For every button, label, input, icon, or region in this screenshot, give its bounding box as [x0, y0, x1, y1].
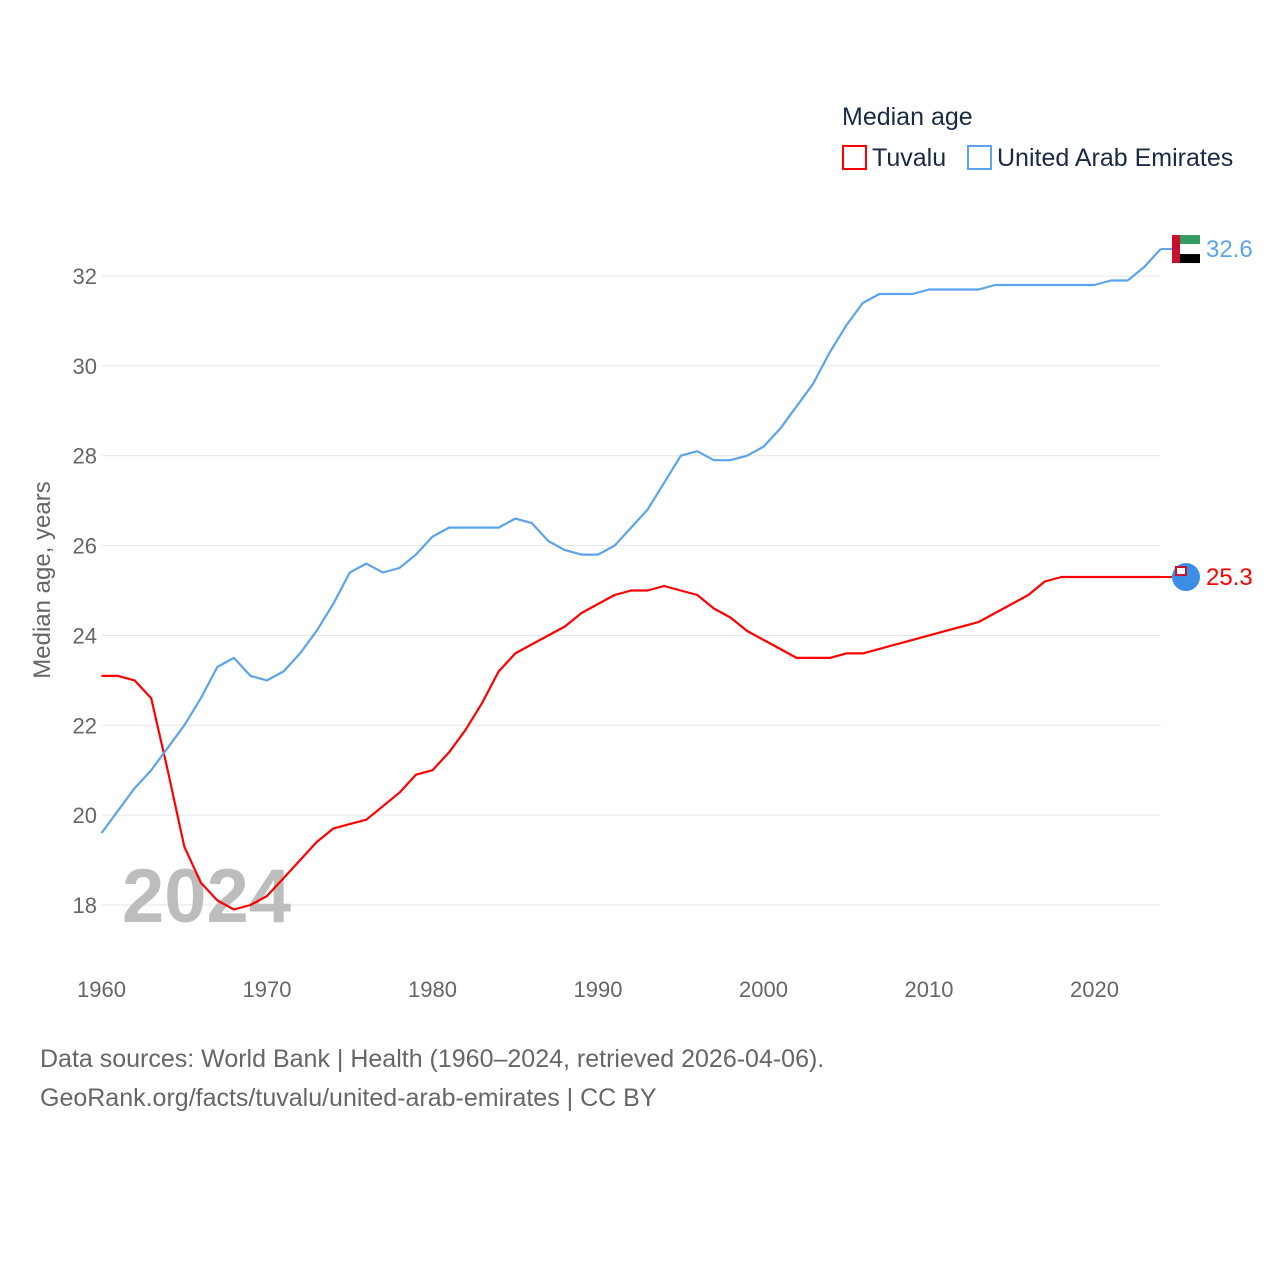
y-axis-label: Median age, years: [29, 481, 56, 678]
y-tick-label: 26: [73, 534, 97, 559]
grid: [101, 275, 1161, 906]
series-lines: [100, 248, 1162, 911]
flag-stripe: [1178, 235, 1200, 245]
flag-union-jack: [1175, 566, 1187, 577]
legend: Median age Tuvalu United Arab Emirates: [842, 103, 1233, 172]
y-tick-label: 18: [73, 893, 97, 918]
x-tick-label: 1970: [243, 977, 292, 1002]
y-tick-label: 22: [73, 713, 97, 738]
x-tick-label: 2020: [1070, 977, 1119, 1002]
y-axis-ticks: 18 20 22 24 26 28 30 32: [73, 264, 97, 918]
legend-title: Median age: [842, 103, 973, 131]
year-watermark: 2024: [122, 854, 291, 939]
x-tick-label: 1980: [408, 977, 457, 1002]
footer-sources: Data sources: World Bank | Health (1960–…: [40, 1045, 825, 1073]
x-axis-ticks: 1960 1970 1980 1990 2000 2010 2020: [77, 977, 1119, 1002]
x-tick-label: 1960: [77, 977, 126, 1002]
footer-link[interactable]: GeoRank.org/facts/tuvalu/united-arab-emi…: [40, 1084, 657, 1112]
legend-label-tuvalu[interactable]: Tuvalu: [872, 144, 946, 172]
x-tick-label: 2000: [739, 977, 788, 1002]
x-tick-label: 1990: [574, 977, 623, 1002]
end-value-label: 25.3: [1206, 564, 1253, 591]
x-tick-label: 2010: [905, 977, 954, 1002]
series-line-uae: [100, 248, 1162, 834]
y-tick-label: 28: [73, 444, 97, 469]
y-tick-label: 20: [73, 803, 97, 828]
y-tick-label: 30: [73, 354, 97, 379]
flag-stripe: [1178, 254, 1200, 264]
y-tick-label: 32: [73, 264, 97, 289]
legend-label-uae[interactable]: United Arab Emirates: [997, 144, 1233, 172]
end-markers: 25.3 32.6: [1160, 235, 1253, 592]
series-line-tuvalu: [101, 575, 1161, 911]
y-tick-label: 24: [73, 623, 97, 648]
flag-stripe: [1172, 235, 1180, 264]
legend-swatch-uae[interactable]: [967, 145, 992, 170]
end-value-label: 32.6: [1206, 236, 1253, 263]
legend-swatch-tuvalu[interactable]: [842, 145, 867, 170]
